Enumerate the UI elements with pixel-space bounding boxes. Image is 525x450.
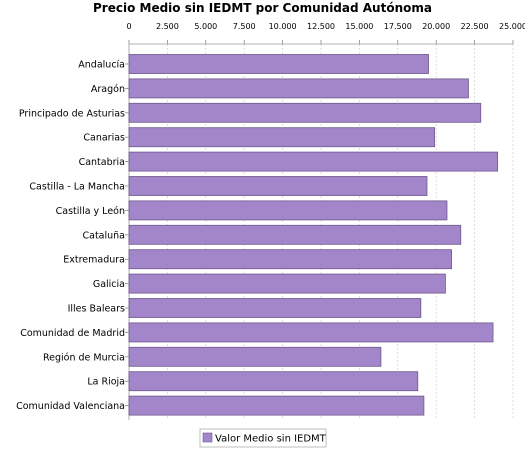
category-label: Castilla y León [56, 206, 125, 217]
bar [128, 395, 425, 416]
bar [128, 54, 429, 74]
x-tick-label: 22.500 [461, 22, 489, 31]
x-tick-label: 17.500 [384, 22, 412, 31]
bar [128, 224, 462, 245]
category-label: Aragón [91, 84, 125, 95]
x-tick-label: 12.500 [307, 22, 335, 31]
legend-box [199, 428, 327, 448]
bar [128, 200, 448, 221]
legend-swatch [202, 432, 213, 443]
bar [128, 298, 422, 318]
category-label: Andalucía [78, 60, 125, 71]
x-tick-label: 20.000 [422, 22, 450, 31]
category-label: Canarias [83, 133, 125, 144]
x-tick-label: 0 [126, 22, 131, 31]
x-tick-label: 5.000 [194, 22, 217, 31]
x-tick-label: 10.000 [269, 22, 297, 31]
bar [128, 102, 482, 123]
category-label: Cantabria [79, 157, 125, 168]
chart-title: Precio Medio sin IEDMT por Comunidad Aut… [93, 1, 432, 15]
x-tick-label: 7.500 [233, 22, 256, 31]
category-label: Región de Murcia [43, 352, 125, 363]
category-label: Castilla - La Mancha [29, 182, 125, 193]
legend-label: Valor Medio sin IEDMT [215, 434, 327, 445]
category-label: La Rioja [87, 377, 125, 388]
bar [128, 346, 382, 367]
category-label: Illes Balears [68, 304, 125, 315]
bar [128, 78, 469, 99]
category-label: Extremadura [63, 255, 125, 266]
bar [128, 273, 446, 294]
bar [128, 176, 428, 196]
bar [128, 127, 436, 148]
category-label: Comunidad de Madrid [20, 328, 125, 339]
bar [128, 249, 452, 270]
category-label: Principado de Asturias [19, 108, 125, 119]
category-label: Galicia [93, 279, 125, 290]
bar [128, 151, 499, 172]
x-tick-label: 25.000 [499, 22, 525, 31]
bar [128, 371, 419, 392]
category-label: Cataluña [82, 230, 125, 241]
bar [128, 322, 494, 343]
category-label: Comunidad Valenciana [16, 401, 125, 412]
x-tick-label: 15.000 [345, 22, 373, 31]
x-tick-label: 2.500 [156, 22, 179, 31]
